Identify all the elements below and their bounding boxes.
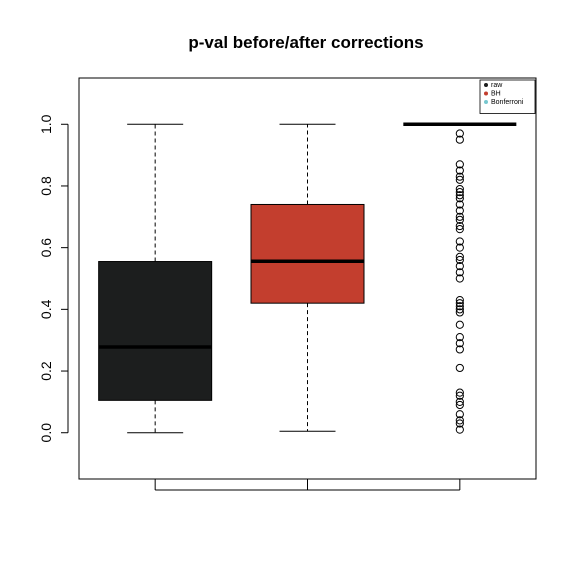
outlier-point xyxy=(455,274,464,283)
outlier-point xyxy=(455,410,464,419)
outlier-point xyxy=(455,212,464,221)
outlier-point xyxy=(455,345,464,354)
box-bh xyxy=(250,123,365,432)
outlier-point xyxy=(455,397,464,406)
legend-swatch-bonferroni xyxy=(484,100,488,104)
outlier-point xyxy=(455,255,464,265)
outlier-point xyxy=(455,363,464,373)
outlier-point xyxy=(455,425,464,434)
outlier-point xyxy=(455,299,464,308)
outlier-point xyxy=(455,200,464,209)
outlier-point xyxy=(455,135,464,144)
y-tick-label: 0.4 xyxy=(38,299,54,319)
box-bonferroni xyxy=(403,122,517,434)
box-iqr xyxy=(250,203,365,304)
outlier-point xyxy=(455,160,464,169)
legend-swatch-bh xyxy=(484,91,488,96)
boxes xyxy=(98,122,517,434)
outlier-point xyxy=(455,333,464,342)
box-raw xyxy=(98,123,213,434)
legend-label-bh: BH xyxy=(491,91,501,98)
outlier-point xyxy=(455,166,464,175)
outlier-point xyxy=(455,419,464,428)
outlier-point xyxy=(455,206,464,215)
y-tick-label: 1.0 xyxy=(38,114,54,134)
outlier-point xyxy=(455,129,464,138)
chart-title: p-val before/after corrections xyxy=(188,33,423,52)
y-tick-label: 0.2 xyxy=(38,361,54,381)
legend-label-raw: raw xyxy=(491,82,503,89)
outlier-point xyxy=(455,268,464,277)
outlier-point xyxy=(455,184,464,194)
outlier-point xyxy=(455,252,464,262)
y-tick-label: 0.6 xyxy=(38,238,54,258)
outlier-point xyxy=(455,237,464,246)
legend-swatch-raw xyxy=(484,83,488,87)
outlier-point xyxy=(455,416,464,425)
outlier-point xyxy=(455,305,464,314)
outlier-point xyxy=(455,391,464,400)
outlier-point xyxy=(455,308,464,317)
outlier-point xyxy=(455,175,464,184)
outlier-point xyxy=(455,339,464,348)
legend-box xyxy=(479,79,536,114)
outlier-point xyxy=(455,262,464,271)
outlier-point xyxy=(455,191,464,200)
outlier-point xyxy=(455,225,464,234)
y-tick-label: 0.0 xyxy=(38,423,54,443)
x-axis xyxy=(154,479,461,491)
outlier-point xyxy=(455,172,464,181)
outlier-point xyxy=(455,320,464,329)
y-tick-label: 0.8 xyxy=(38,176,54,196)
outlier-point xyxy=(455,188,464,197)
y-axis: 0.0 0.2 0.4 0.6 0.8 1.0 xyxy=(38,114,69,443)
outlier-point xyxy=(455,243,464,252)
outlier-point xyxy=(455,215,464,224)
outlier-point xyxy=(455,295,464,305)
outlier-point xyxy=(455,302,464,311)
outlier-point xyxy=(455,194,464,203)
outlier-point xyxy=(455,221,464,231)
legend-label-bonferroni: Bonferroni xyxy=(491,99,524,106)
box-iqr xyxy=(98,261,213,401)
outlier-point xyxy=(455,400,464,410)
outlier-point xyxy=(455,388,464,397)
